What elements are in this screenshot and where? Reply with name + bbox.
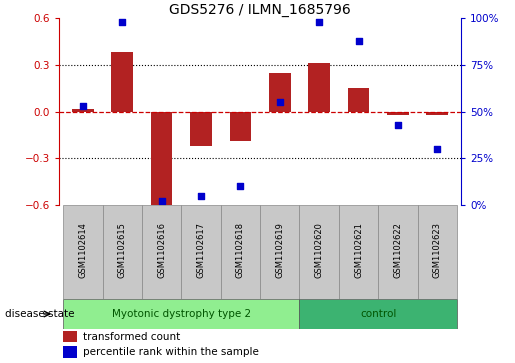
Bar — [63, 205, 102, 299]
Bar — [63, 346, 77, 358]
Point — [354, 38, 363, 44]
Text: percentile rank within the sample: percentile rank within the sample — [83, 347, 259, 357]
Point — [236, 183, 245, 189]
Bar — [387, 112, 409, 115]
Bar — [190, 112, 212, 146]
Bar — [269, 73, 290, 112]
Bar — [181, 205, 221, 299]
Text: GSM1102615: GSM1102615 — [118, 223, 127, 278]
Bar — [339, 205, 378, 299]
Bar — [308, 63, 330, 112]
Text: disease state: disease state — [5, 309, 75, 319]
Point — [276, 99, 284, 105]
Bar — [299, 299, 457, 329]
Point — [315, 19, 323, 25]
Text: GSM1102622: GSM1102622 — [393, 223, 402, 278]
Text: GSM1102616: GSM1102616 — [157, 223, 166, 278]
Text: GSM1102623: GSM1102623 — [433, 223, 442, 278]
Text: transformed count: transformed count — [83, 331, 181, 342]
Text: GSM1102614: GSM1102614 — [78, 223, 88, 278]
Text: GSM1102617: GSM1102617 — [197, 223, 205, 278]
Bar — [378, 205, 418, 299]
Bar — [142, 205, 181, 299]
Point — [79, 103, 87, 109]
Bar — [418, 205, 457, 299]
Bar — [63, 299, 299, 329]
Bar — [63, 331, 77, 342]
Bar — [72, 109, 94, 112]
Text: GSM1102618: GSM1102618 — [236, 223, 245, 278]
Bar — [348, 88, 369, 112]
Bar — [221, 205, 260, 299]
Bar — [260, 205, 299, 299]
Bar — [151, 112, 173, 208]
Point — [118, 19, 126, 25]
Bar — [230, 112, 251, 141]
Text: GSM1102619: GSM1102619 — [275, 223, 284, 278]
Point — [158, 199, 166, 204]
Point — [394, 122, 402, 128]
Title: GDS5276 / ILMN_1685796: GDS5276 / ILMN_1685796 — [169, 3, 351, 17]
Text: GSM1102620: GSM1102620 — [315, 223, 323, 278]
Text: Myotonic dystrophy type 2: Myotonic dystrophy type 2 — [112, 309, 251, 319]
Point — [433, 146, 441, 152]
Bar — [299, 205, 339, 299]
Point — [197, 193, 205, 199]
Bar — [426, 112, 448, 115]
Text: control: control — [360, 309, 397, 319]
Text: GSM1102621: GSM1102621 — [354, 223, 363, 278]
Bar — [102, 205, 142, 299]
Bar — [111, 52, 133, 112]
